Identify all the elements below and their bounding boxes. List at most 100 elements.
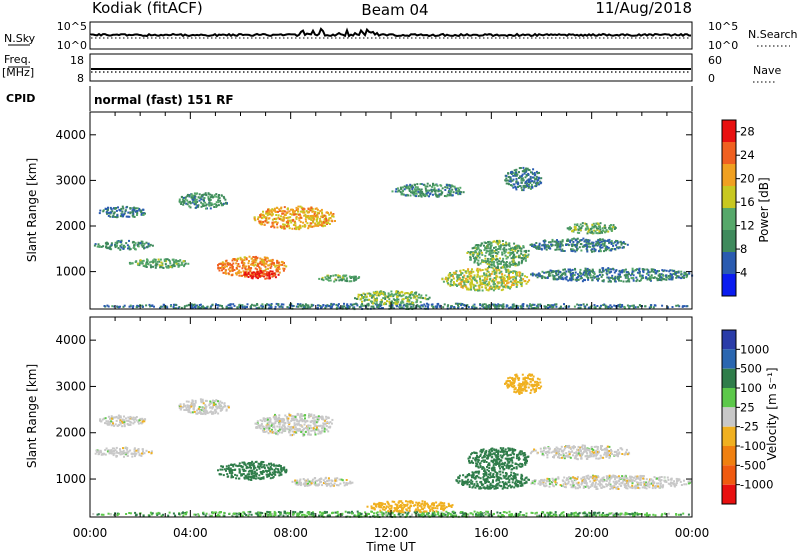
range-cell bbox=[93, 244, 96, 247]
range-cell bbox=[125, 215, 128, 218]
range-cell bbox=[623, 270, 626, 273]
range-cell bbox=[215, 195, 218, 198]
range-cell bbox=[286, 515, 289, 518]
range-cell bbox=[452, 512, 455, 514]
range-cell bbox=[312, 210, 315, 213]
range-cell bbox=[587, 278, 590, 281]
range-cell bbox=[469, 258, 472, 261]
range-cell bbox=[274, 276, 277, 279]
range-cell bbox=[184, 198, 187, 201]
scatter-region bbox=[99, 414, 147, 428]
range-cell bbox=[313, 211, 316, 214]
range-cell bbox=[137, 241, 140, 244]
range-cell bbox=[326, 223, 328, 225]
range-cell bbox=[129, 304, 132, 307]
range-cell bbox=[318, 277, 321, 280]
range-cell bbox=[555, 305, 558, 308]
range-cell bbox=[327, 276, 330, 279]
range-cell bbox=[560, 274, 563, 276]
range-cell bbox=[484, 257, 487, 260]
range-cell bbox=[460, 273, 462, 276]
range-cell bbox=[478, 289, 481, 292]
range-cell bbox=[404, 194, 407, 197]
range-cell bbox=[116, 242, 119, 245]
range-cell bbox=[593, 513, 596, 516]
range-cell bbox=[97, 453, 100, 456]
range-cell bbox=[475, 513, 477, 516]
range-cell bbox=[553, 275, 555, 278]
range-cell bbox=[524, 176, 527, 179]
noise-right-tick-bottom: 10^0 bbox=[708, 39, 738, 52]
range-cell bbox=[623, 274, 626, 277]
range-cell bbox=[519, 249, 522, 252]
range-cell bbox=[515, 285, 518, 288]
range-cell bbox=[525, 255, 528, 258]
range-cell bbox=[514, 245, 517, 248]
range-cell bbox=[263, 223, 266, 226]
range-cell bbox=[516, 305, 519, 307]
range-cell bbox=[598, 271, 601, 274]
range-cell bbox=[145, 264, 147, 267]
range-cell bbox=[269, 270, 272, 273]
range-cell bbox=[405, 305, 408, 307]
range-cell bbox=[297, 226, 300, 229]
range-cell bbox=[427, 512, 430, 515]
range-cell bbox=[575, 278, 578, 281]
range-cell bbox=[222, 195, 225, 198]
range-cell bbox=[476, 281, 479, 284]
range-cell bbox=[425, 298, 428, 301]
range-cell bbox=[270, 514, 273, 517]
range-cell bbox=[222, 271, 225, 274]
range-cell bbox=[520, 307, 523, 310]
range-cell bbox=[595, 225, 598, 228]
range-cell bbox=[592, 269, 594, 272]
range-cell bbox=[302, 209, 305, 212]
range-cell bbox=[173, 265, 176, 268]
range-cell bbox=[313, 215, 316, 217]
range-cell bbox=[254, 261, 257, 264]
range-cell bbox=[634, 511, 636, 514]
range-cell bbox=[124, 417, 127, 420]
range-cell bbox=[610, 249, 612, 252]
range-cell bbox=[486, 262, 489, 265]
range-cell bbox=[444, 186, 447, 189]
range-cell bbox=[202, 204, 205, 207]
range-cell bbox=[473, 288, 476, 290]
range-cell bbox=[184, 262, 187, 265]
range-cell bbox=[508, 242, 511, 245]
range-cell bbox=[252, 275, 255, 278]
range-cell bbox=[102, 513, 105, 516]
range-cell bbox=[419, 193, 422, 196]
range-cell bbox=[587, 277, 590, 279]
range-cell bbox=[539, 275, 542, 278]
range-cell bbox=[445, 280, 448, 283]
range-cell bbox=[398, 294, 401, 297]
range-cell bbox=[511, 184, 514, 187]
range-cell bbox=[409, 306, 412, 309]
range-cell bbox=[105, 243, 108, 246]
range-cell bbox=[348, 511, 351, 514]
range-cell bbox=[159, 258, 162, 261]
scatter-region bbox=[354, 290, 431, 306]
range-cell bbox=[485, 249, 488, 252]
range-cell bbox=[581, 222, 584, 225]
range-cell bbox=[141, 245, 144, 248]
range-cell bbox=[169, 265, 172, 268]
range-cell bbox=[426, 189, 429, 192]
range-cell bbox=[543, 271, 546, 274]
range-cell bbox=[494, 271, 497, 274]
range-cell bbox=[497, 248, 500, 250]
range-cell bbox=[507, 268, 510, 271]
range-cell bbox=[533, 246, 536, 248]
range-cell bbox=[574, 227, 577, 230]
range-cell bbox=[598, 514, 601, 517]
range-cell bbox=[266, 221, 269, 224]
range-cell bbox=[118, 208, 121, 211]
range-cell bbox=[245, 257, 248, 259]
range-cell bbox=[468, 275, 471, 278]
range-cell bbox=[105, 211, 108, 214]
range-cell bbox=[452, 282, 455, 285]
range-cell bbox=[538, 244, 541, 247]
range-cell bbox=[515, 281, 518, 284]
range-cell bbox=[205, 194, 208, 196]
